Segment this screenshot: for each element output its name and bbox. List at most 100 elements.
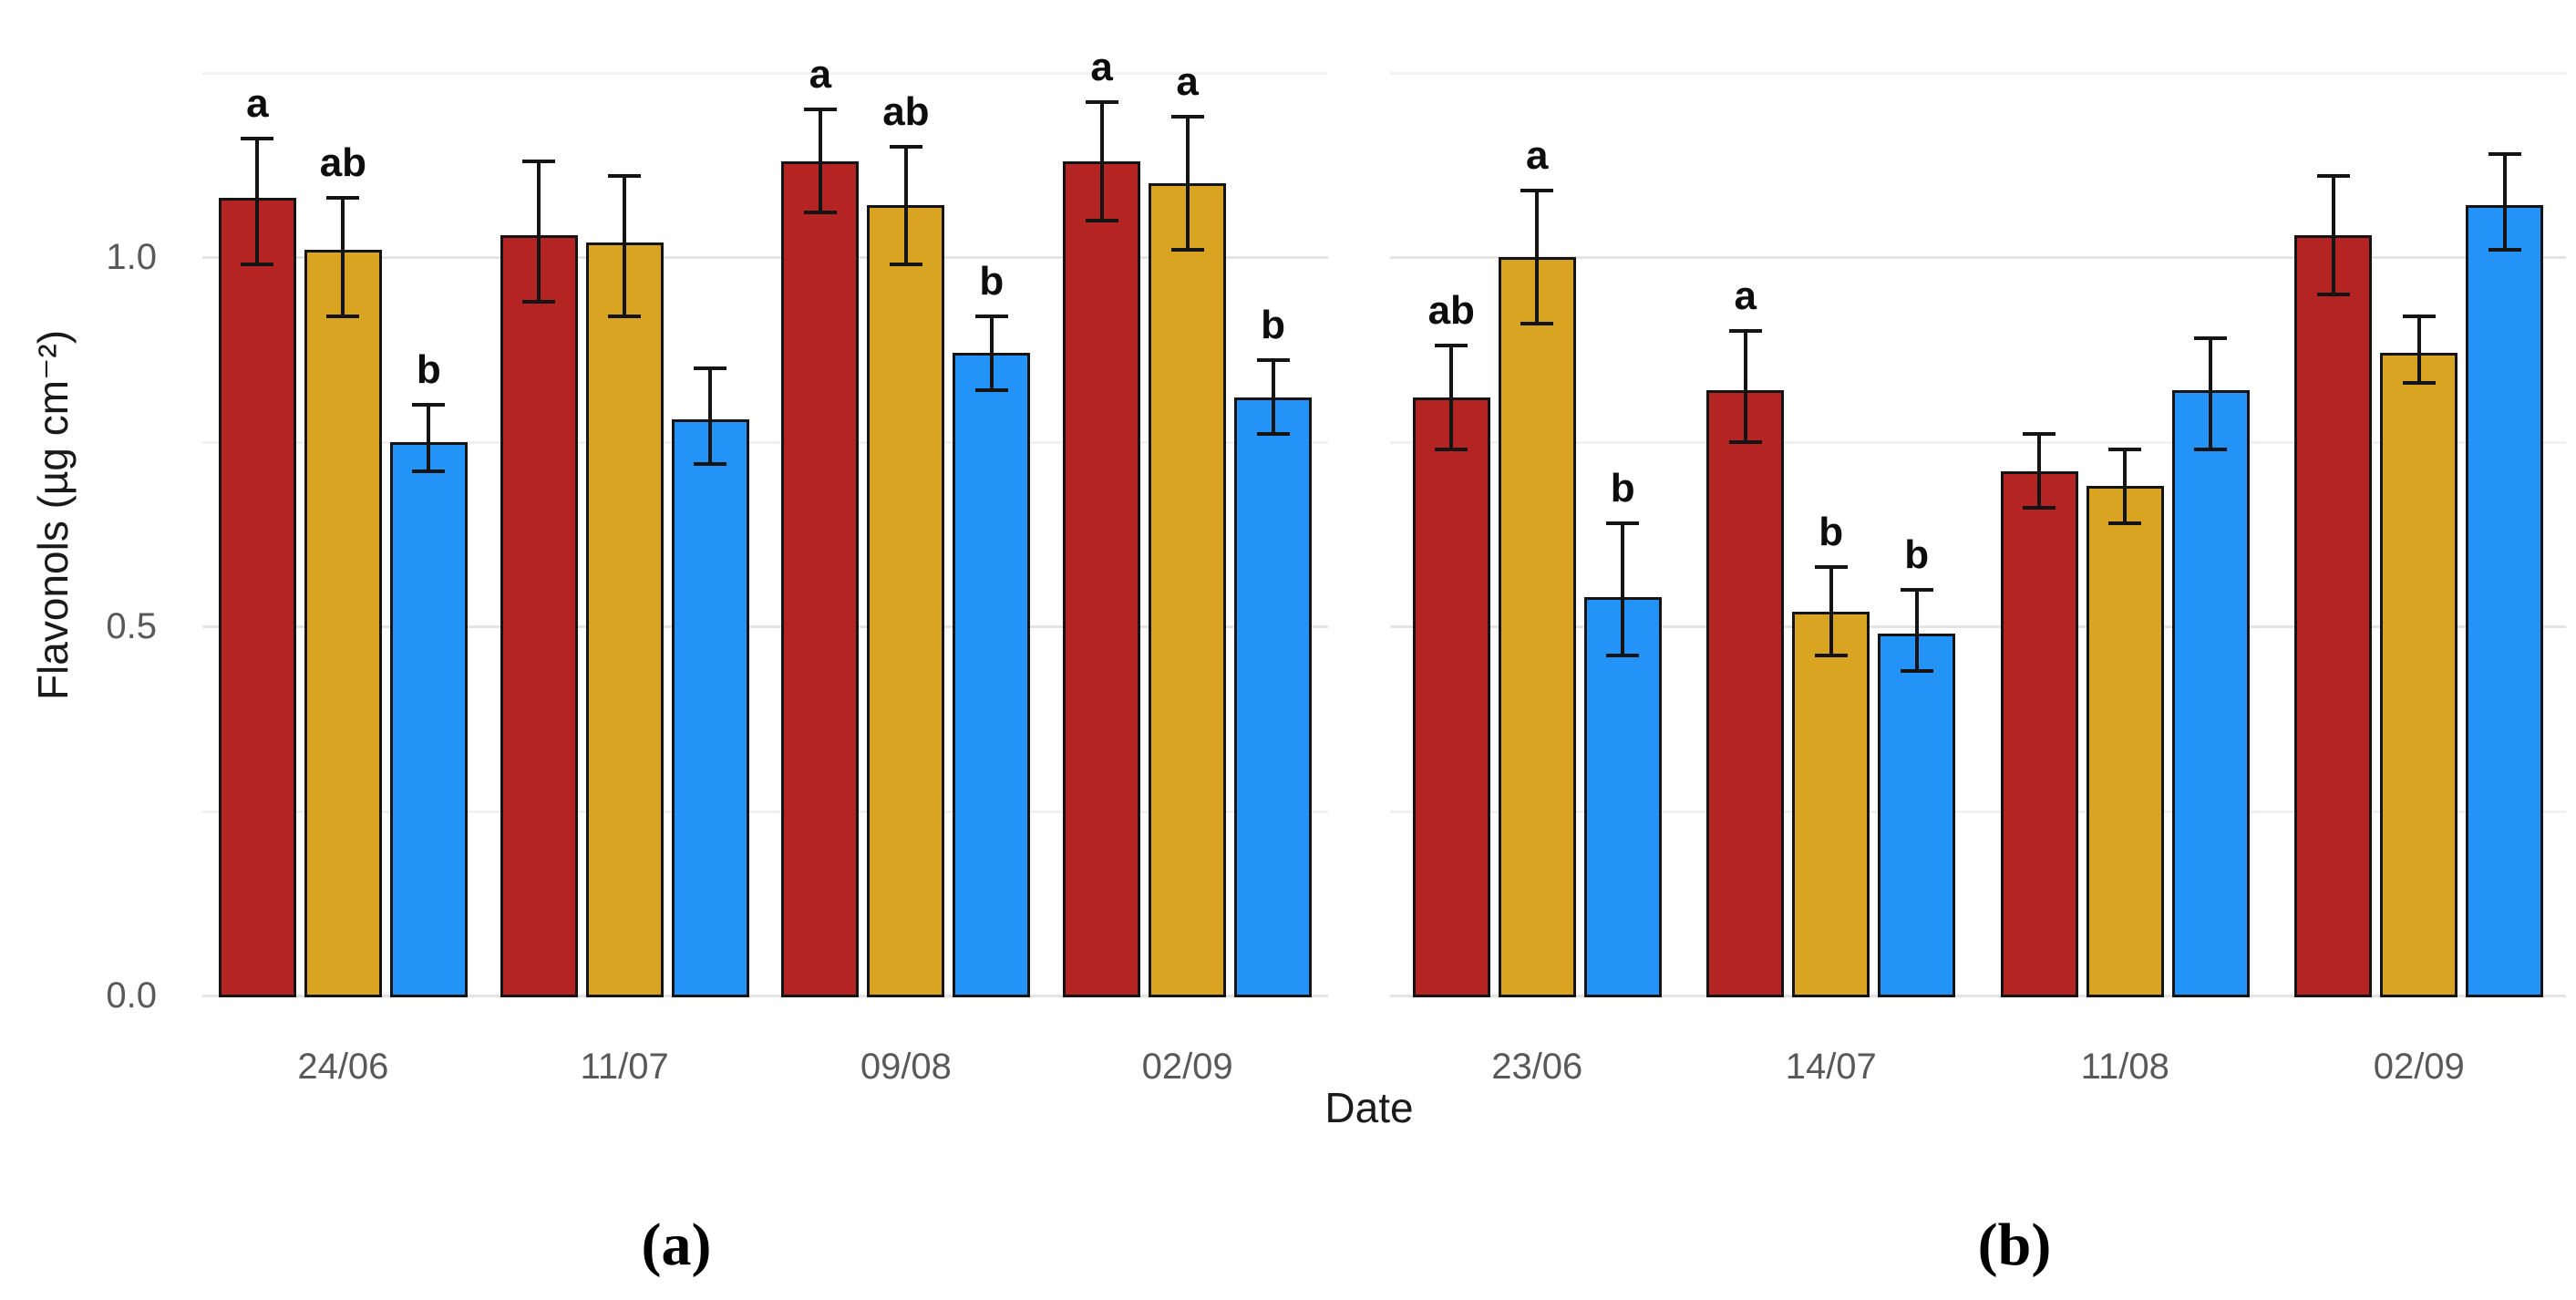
error-bar-b-14/07-red <box>1743 331 1747 442</box>
error-bar-b-23/06-red <box>1449 346 1454 449</box>
error-cap-low-b-11/08-blue <box>2194 447 2228 451</box>
bar-b-11/08-gold <box>2086 486 2164 997</box>
error-cap-low-a-11/07-blue <box>694 461 727 466</box>
significance-letter-a-02/09-red: a <box>1090 44 1113 89</box>
error-bar-a-02/09-gold <box>1185 117 1190 250</box>
y-tick-label-1.0: 1.0 <box>106 237 157 277</box>
gridline-minor-1.25 <box>1390 71 2566 75</box>
x-tick-label-02/09: 02/09 <box>1141 1047 1233 1087</box>
error-bar-a-09/08-blue <box>989 315 994 390</box>
error-cap-high-b-02/09-gold <box>2402 314 2436 318</box>
error-cap-high-b-11/08-blue <box>2194 336 2228 341</box>
error-bar-a-11/07-red <box>537 160 541 302</box>
gridline-minor-1.25 <box>202 71 1328 75</box>
bar-a-02/09-gold <box>1149 183 1227 997</box>
gridline-major-0.5 <box>1390 625 2566 628</box>
bar-b-14/07-gold <box>1792 611 1870 997</box>
bar-a-11/07-gold <box>585 242 664 997</box>
significance-letter-a-02/09-blue: b <box>1261 303 1286 348</box>
bar-a-24/06-blue <box>389 441 468 997</box>
bar-b-14/07-red <box>1706 389 1785 997</box>
error-cap-high-a-02/09-gold <box>1170 115 1204 119</box>
error-bar-a-09/08-red <box>818 109 822 213</box>
error-bar-b-11/08-gold <box>2123 449 2128 523</box>
gridline-major-0 <box>1390 995 2566 997</box>
bar-a-09/08-red <box>781 160 860 997</box>
error-cap-low-a-11/07-red <box>522 299 556 304</box>
gridline-minor-0.75 <box>1390 440 2566 444</box>
error-cap-high-a-24/06-gold <box>326 196 360 201</box>
error-cap-low-a-02/09-blue <box>1256 432 1290 437</box>
bar-b-02/09-gold <box>2380 353 2458 997</box>
error-bar-b-14/07-blue <box>1914 589 1919 671</box>
error-cap-low-b-14/07-gold <box>1814 654 1848 658</box>
gridline-major-0 <box>202 995 1328 997</box>
error-cap-high-b-23/06-red <box>1435 344 1468 348</box>
error-cap-low-b-11/08-gold <box>2108 521 2142 525</box>
error-cap-high-a-02/09-blue <box>1256 358 1290 363</box>
error-cap-low-a-09/08-blue <box>974 387 1008 392</box>
error-cap-high-b-23/06-blue <box>1606 521 1640 525</box>
error-bar-b-23/06-blue <box>1621 522 1625 656</box>
error-bar-a-02/09-blue <box>1271 360 1275 435</box>
error-cap-low-b-23/06-gold <box>1520 321 1554 325</box>
significance-letter-a-09/08-gold: ab <box>882 88 930 134</box>
error-cap-low-b-14/07-blue <box>1900 668 1933 673</box>
error-cap-high-a-11/07-red <box>522 159 556 163</box>
significance-letter-b-14/07-gold: b <box>1819 510 1844 555</box>
error-cap-high-b-02/09-blue <box>2488 151 2521 156</box>
error-bar-b-02/09-blue <box>2502 153 2507 250</box>
error-cap-low-a-09/08-red <box>803 211 837 215</box>
error-bar-b-23/06-gold <box>1535 191 1540 324</box>
error-cap-low-a-24/06-gold <box>326 314 360 318</box>
y-tick-label-0.0: 0.0 <box>106 975 157 1016</box>
x-tick-label-09/08: 09/08 <box>860 1047 952 1087</box>
error-cap-high-a-11/07-blue <box>694 366 727 370</box>
significance-letter-b-14/07-blue: b <box>1904 531 1930 577</box>
bar-a-11/07-red <box>500 234 578 997</box>
significance-letter-a-24/06-blue: b <box>416 347 441 392</box>
bar-b-02/09-red <box>2294 234 2373 997</box>
gridline-minor-0.75 <box>202 440 1328 444</box>
bar-a-02/09-blue <box>1234 397 1313 997</box>
error-cap-high-a-02/09-red <box>1085 99 1118 104</box>
significance-letter-b-23/06-blue: b <box>1610 465 1635 511</box>
bar-a-09/08-blue <box>953 353 1031 997</box>
significance-letter-a-02/09-gold: a <box>1176 59 1199 105</box>
error-cap-low-a-24/06-blue <box>412 469 446 473</box>
significance-letter-a-09/08-blue: b <box>979 258 1005 304</box>
bar-a-24/06-gold <box>304 249 382 997</box>
bar-a-11/07-blue <box>671 419 749 997</box>
bar-b-23/06-red <box>1412 397 1490 997</box>
error-cap-high-a-24/06-red <box>241 137 274 141</box>
significance-letter-a-24/06-gold: ab <box>319 140 367 186</box>
error-cap-low-a-02/09-red <box>1085 218 1118 222</box>
error-cap-high-b-23/06-gold <box>1520 189 1554 193</box>
significance-letter-a-24/06-red: a <box>246 81 269 127</box>
gridline-major-1 <box>202 256 1328 259</box>
bar-a-24/06-red <box>218 198 296 997</box>
error-cap-high-b-14/07-blue <box>1900 587 1933 592</box>
x-axis-title: Date <box>1324 1084 1414 1131</box>
significance-letter-b-14/07-red: a <box>1734 273 1757 318</box>
error-cap-low-b-02/09-blue <box>2488 247 2521 252</box>
error-cap-low-a-11/07-gold <box>608 314 642 318</box>
bar-b-23/06-blue <box>1583 596 1662 997</box>
bar-b-11/08-red <box>2000 470 2078 997</box>
significance-letter-a-09/08-red: a <box>809 52 832 97</box>
error-cap-low-b-23/06-blue <box>1606 654 1640 658</box>
x-tick-label-14/07: 14/07 <box>1785 1047 1877 1087</box>
error-bar-a-09/08-gold <box>903 146 908 265</box>
error-bar-a-24/06-red <box>255 139 260 265</box>
error-cap-low-b-23/06-red <box>1435 447 1468 451</box>
significance-letter-b-23/06-red: ab <box>1427 288 1475 334</box>
error-bar-b-14/07-gold <box>1829 567 1833 656</box>
gridline-minor-0.25 <box>1390 810 2566 813</box>
error-cap-high-a-24/06-blue <box>412 403 446 407</box>
error-cap-low-b-02/09-gold <box>2402 380 2436 385</box>
error-cap-high-b-11/08-gold <box>2108 447 2142 451</box>
error-bar-a-02/09-red <box>1099 101 1104 221</box>
bar-b-11/08-blue <box>2171 389 2250 997</box>
error-cap-high-a-09/08-red <box>803 108 837 111</box>
